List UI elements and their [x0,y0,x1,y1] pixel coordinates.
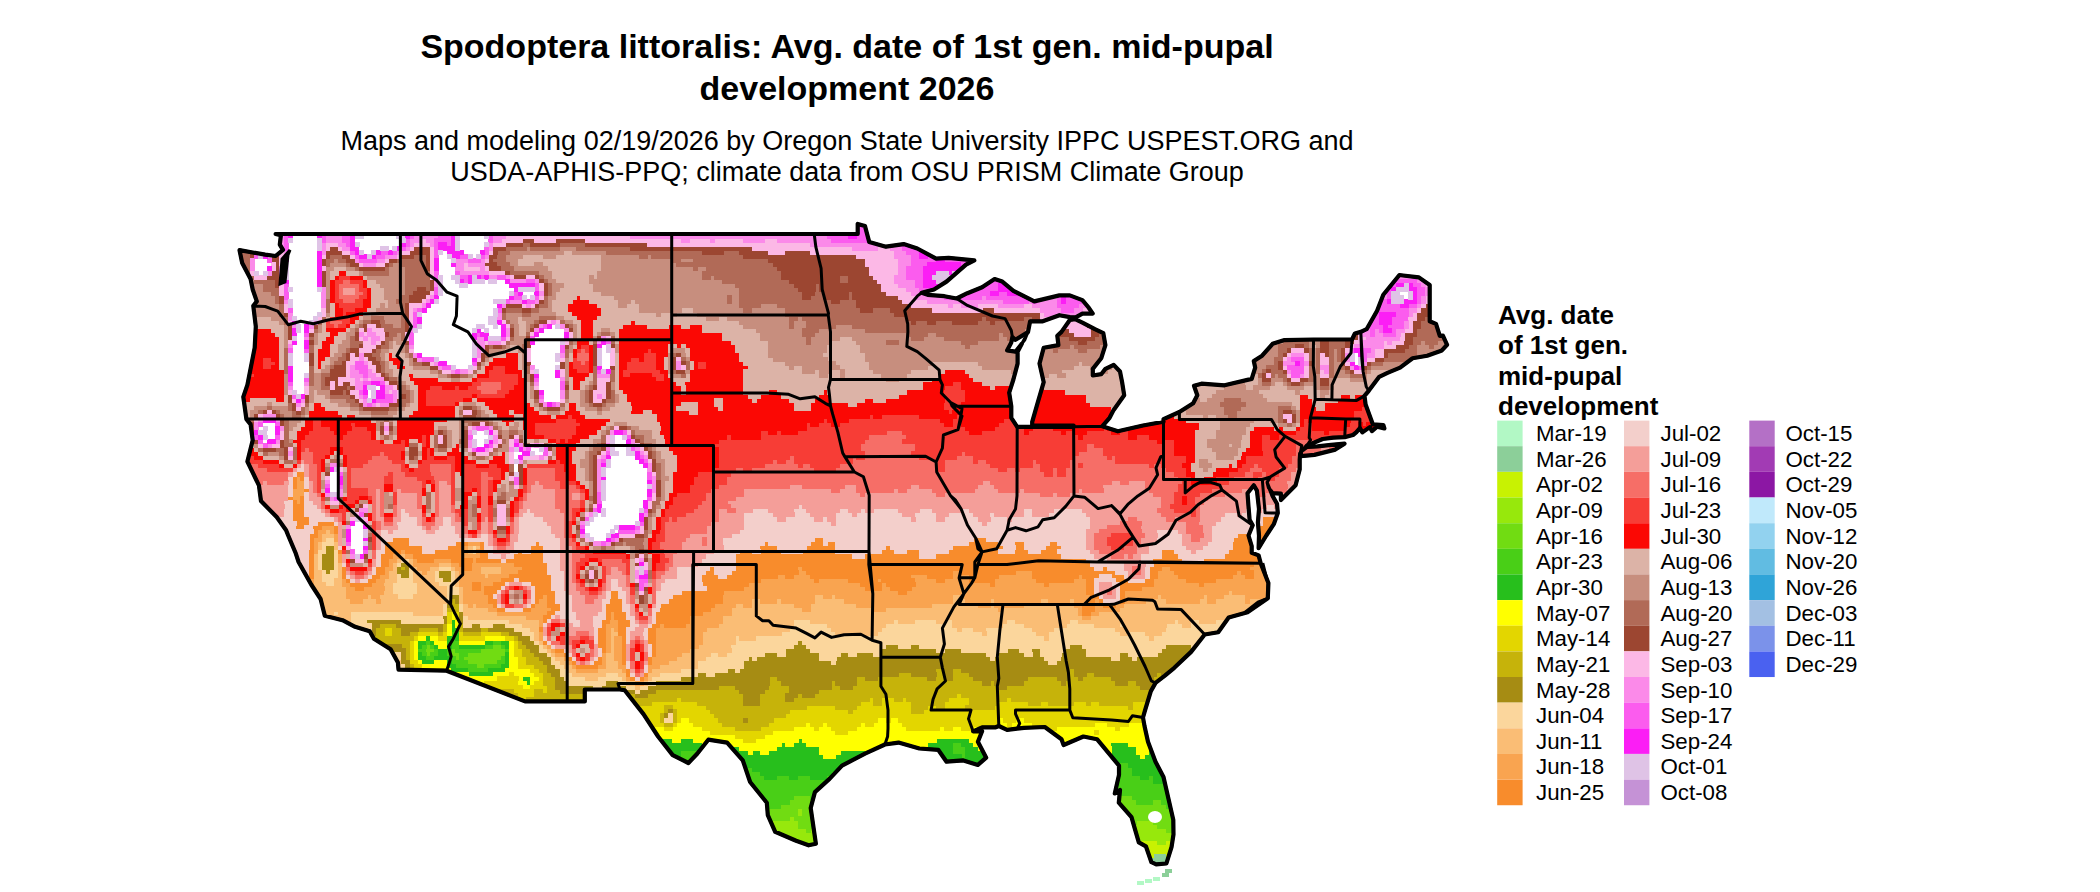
svg-text:Apr-30: Apr-30 [1536,575,1603,600]
svg-text:Dec-03: Dec-03 [1786,601,1858,626]
svg-text:Mar-26: Mar-26 [1536,447,1607,472]
svg-text:USDA-APHIS-PPQ; climate data f: USDA-APHIS-PPQ; climate data from OSU PR… [450,157,1244,187]
svg-text:Apr-23: Apr-23 [1536,549,1603,574]
svg-text:Nov-26: Nov-26 [1786,575,1858,600]
svg-text:Jul-30: Jul-30 [1661,524,1722,549]
svg-text:Oct-15: Oct-15 [1786,421,1853,446]
svg-text:Jun-25: Jun-25 [1536,780,1604,805]
svg-text:Dec-29: Dec-29 [1786,652,1858,677]
svg-text:Apr-02: Apr-02 [1536,472,1603,497]
svg-text:Nov-12: Nov-12 [1786,524,1858,549]
svg-text:Sep-10: Sep-10 [1661,678,1733,703]
svg-text:Jul-16: Jul-16 [1661,472,1722,497]
svg-text:Sep-17: Sep-17 [1661,703,1733,728]
svg-text:Nov-20: Nov-20 [1786,549,1858,574]
svg-text:Jun-18: Jun-18 [1536,754,1604,779]
svg-text:Jul-02: Jul-02 [1661,421,1722,446]
svg-text:Oct-22: Oct-22 [1786,447,1853,472]
svg-text:development 2026: development 2026 [700,69,995,107]
svg-text:Sep-24: Sep-24 [1661,729,1733,754]
svg-text:Aug-27: Aug-27 [1661,626,1733,651]
svg-text:Oct-29: Oct-29 [1786,472,1853,497]
svg-text:May-28: May-28 [1536,678,1610,703]
svg-text:Nov-05: Nov-05 [1786,498,1858,523]
svg-text:Maps and modeling 02/19/2026 b: Maps and modeling 02/19/2026 by Oregon S… [340,126,1353,156]
svg-text:Aug-13: Aug-13 [1661,575,1733,600]
svg-text:May-21: May-21 [1536,652,1610,677]
svg-text:Mar-19: Mar-19 [1536,421,1607,446]
svg-text:Dec-11: Dec-11 [1786,626,1856,651]
svg-text:Apr-16: Apr-16 [1536,524,1603,549]
svg-text:May-14: May-14 [1536,626,1610,651]
svg-text:Aug-06: Aug-06 [1661,549,1733,574]
svg-text:May-07: May-07 [1536,601,1610,626]
svg-text:Oct-08: Oct-08 [1661,780,1728,805]
svg-text:Jul-23: Jul-23 [1661,498,1722,523]
svg-text:Oct-01: Oct-01 [1661,754,1728,779]
svg-text:Apr-09: Apr-09 [1536,498,1603,523]
svg-text:Sep-03: Sep-03 [1661,652,1733,677]
svg-text:Spodoptera littoralis: Avg. da: Spodoptera littoralis: Avg. date of 1st … [420,27,1273,65]
svg-text:Jun-04: Jun-04 [1536,703,1604,728]
svg-text:Aug-20: Aug-20 [1661,601,1733,626]
svg-text:Jun-11: Jun-11 [1536,729,1603,754]
svg-text:Jul-09: Jul-09 [1661,447,1722,472]
